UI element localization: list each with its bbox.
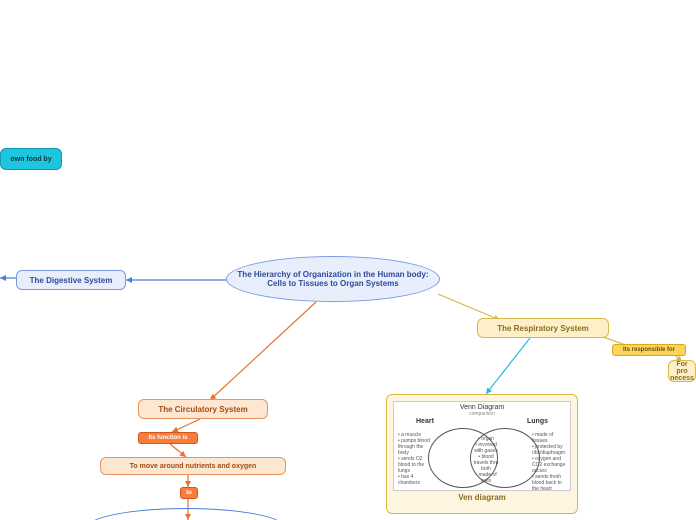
venn-right-items: • made of tissues• protected by ribs/dia… — [532, 432, 568, 492]
mindmap-canvas: { "center": { "text": "The Hierarchy of … — [0, 0, 696, 520]
digestive-detail-node[interactable]: own food by — [0, 148, 62, 170]
circulatory-label-1: Its function is — [138, 432, 198, 444]
respiratory-label: Its responsible for — [612, 344, 686, 356]
venn-title: Venn Diagram — [394, 402, 570, 411]
venn-caption: Ven diagram — [393, 491, 571, 502]
venn-inner: Venn Diagram comparison Heart Lungs • a … — [393, 401, 571, 491]
venn-mid-items: • organ• involved with gases• blood trav… — [472, 436, 500, 484]
center-node[interactable]: The Hierarchy of Organization in the Hum… — [226, 256, 440, 302]
circulatory-node[interactable]: The Circulatory System — [138, 399, 268, 419]
circulatory-detail-node[interactable]: To move around nutrients and oxygen — [100, 457, 286, 475]
venn-left-label: Heart — [416, 418, 434, 425]
respiratory-detail-node[interactable]: For pro necess — [668, 360, 696, 382]
digestive-node[interactable]: The Digestive System — [16, 270, 126, 290]
venn-diagram-node[interactable]: Venn Diagram comparison Heart Lungs • a … — [386, 394, 578, 514]
circulatory-label-2: to — [180, 487, 198, 499]
venn-subtitle: comparison — [394, 411, 570, 417]
venn-right-label: Lungs — [527, 418, 548, 425]
respiratory-node[interactable]: The Respiratory System — [477, 318, 609, 338]
venn-left-items: • a muscle• pumps blood through the body… — [398, 432, 434, 486]
bottom-partial-ellipse — [86, 508, 286, 520]
